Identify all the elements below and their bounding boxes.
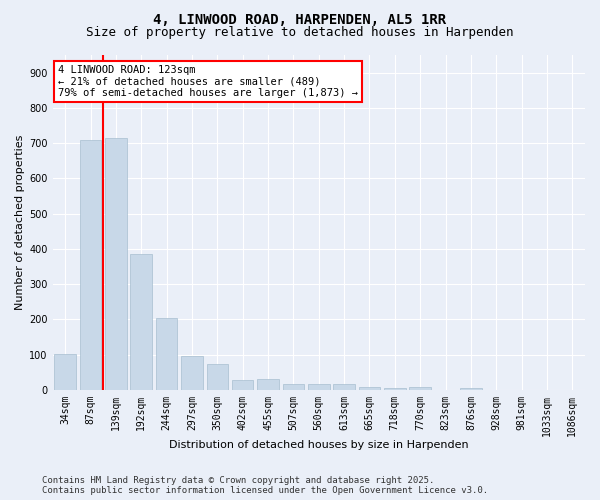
Text: Contains HM Land Registry data © Crown copyright and database right 2025.
Contai: Contains HM Land Registry data © Crown c…: [42, 476, 488, 495]
Y-axis label: Number of detached properties: Number of detached properties: [15, 134, 25, 310]
Bar: [308, 384, 329, 390]
Text: 4 LINWOOD ROAD: 123sqm
← 21% of detached houses are smaller (489)
79% of semi-de: 4 LINWOOD ROAD: 123sqm ← 21% of detached…: [58, 65, 358, 98]
Bar: [334, 384, 355, 390]
Bar: [283, 384, 304, 390]
Text: Size of property relative to detached houses in Harpenden: Size of property relative to detached ho…: [86, 26, 514, 39]
Bar: [130, 254, 152, 390]
Bar: [460, 388, 482, 390]
X-axis label: Distribution of detached houses by size in Harpenden: Distribution of detached houses by size …: [169, 440, 469, 450]
Bar: [55, 354, 76, 390]
Bar: [206, 364, 228, 390]
Bar: [232, 380, 253, 390]
Bar: [409, 387, 431, 390]
Bar: [384, 388, 406, 390]
Bar: [105, 138, 127, 390]
Bar: [181, 356, 203, 390]
Text: 4, LINWOOD ROAD, HARPENDEN, AL5 1RR: 4, LINWOOD ROAD, HARPENDEN, AL5 1RR: [154, 12, 446, 26]
Bar: [359, 387, 380, 390]
Bar: [156, 318, 178, 390]
Bar: [80, 140, 101, 390]
Bar: [257, 380, 279, 390]
